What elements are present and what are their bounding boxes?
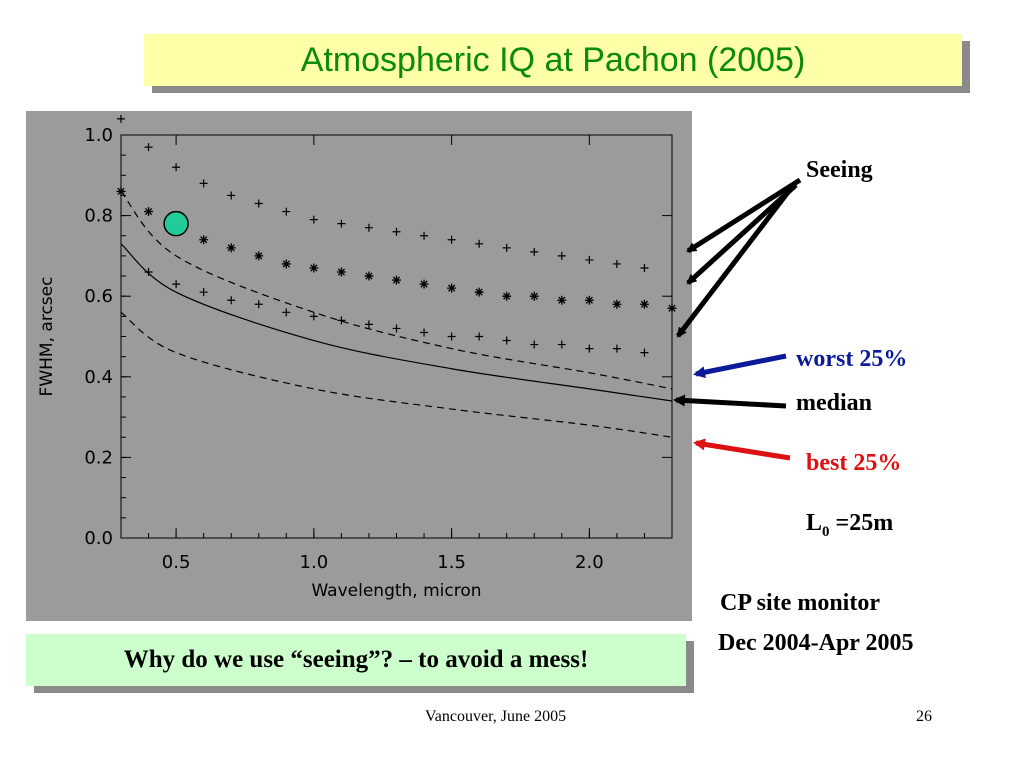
l0-label: L0 =25m	[806, 510, 893, 541]
y-tick-label: 0.6	[84, 286, 113, 307]
plus-marker	[447, 332, 456, 341]
asterisk-marker	[639, 299, 649, 309]
plus-marker	[254, 300, 263, 309]
slide-title: Atmospheric IQ at Pachon (2005)	[300, 40, 806, 79]
plus-marker	[199, 288, 208, 297]
plus-marker	[612, 344, 621, 353]
footer-center: Vancouver, June 2005	[425, 708, 567, 725]
plus-marker	[364, 223, 373, 232]
asterisk-marker	[364, 271, 374, 281]
asterisk-marker	[667, 303, 677, 313]
plus-marker	[585, 344, 594, 353]
x-tick-label: 2.0	[575, 552, 604, 573]
plus-marker	[612, 259, 621, 268]
asterisk-marker	[309, 263, 319, 273]
asterisk-marker	[612, 299, 622, 309]
y-tick-label: 1.0	[84, 125, 113, 146]
plus-marker	[337, 219, 346, 228]
fwhm-plot: 0.0 0.2 0.4 0.6 0.8 1.0 0.5 1.0 1.5 2.0 Wavelength…	[37, 114, 677, 601]
plus-marker	[557, 340, 566, 349]
asterisk-marker	[584, 295, 594, 305]
asterisk-marker	[254, 251, 264, 261]
seeing-label: Seeing	[806, 157, 873, 183]
asterisk-marker	[447, 283, 457, 293]
asterisk-marker	[281, 259, 291, 269]
y-axis-label: FWHM, arcsec	[37, 277, 57, 397]
best-arrow	[693, 438, 791, 461]
plus-marker	[502, 243, 511, 252]
asterisk-marker	[557, 295, 567, 305]
asterisk-marker	[474, 287, 484, 297]
median-arrow	[673, 394, 787, 409]
plus-marker	[502, 336, 511, 345]
y-tick-label: 0.8	[84, 206, 113, 227]
plot-frame	[120, 134, 673, 539]
y-tick-label: 0.4	[84, 367, 113, 388]
plus-marker	[172, 163, 181, 172]
plus-marker	[364, 320, 373, 329]
fwhm-chart: 0.0 0.2 0.4 0.6 0.8 1.0 0.5 1.0 1.5 2.0 Wavelength…	[26, 111, 692, 621]
l0-value: =25m	[829, 510, 894, 536]
asterisk-marker	[116, 186, 126, 196]
plus-marker	[172, 280, 181, 289]
site-line-1: CP site monitor	[720, 590, 880, 616]
series-dashed-line	[120, 191, 673, 390]
plus-marker	[392, 227, 401, 236]
title-box: Atmospheric IQ at Pachon (2005)	[144, 34, 962, 86]
plus-marker	[309, 312, 318, 321]
plus-marker	[254, 199, 263, 208]
plus-marker	[585, 255, 594, 264]
plus-marker	[117, 114, 125, 123]
plus-marker	[640, 263, 649, 272]
plus-marker	[475, 239, 484, 248]
page-number: 26	[916, 708, 932, 725]
plus-marker	[392, 324, 401, 333]
plus-marker	[282, 308, 291, 317]
plus-marker	[227, 191, 236, 200]
y-tick-label: 0.0	[84, 528, 113, 549]
x-tick-label: 0.5	[162, 552, 191, 573]
plus-marker	[337, 316, 346, 325]
asterisk-marker	[144, 207, 154, 217]
asterisk-marker	[336, 267, 346, 277]
asterisk-marker	[502, 291, 512, 301]
median-label: median	[796, 390, 873, 416]
plus-marker	[475, 332, 484, 341]
x-axis-label: Wavelength, micron	[311, 581, 481, 601]
seeing-arrow-lower	[676, 185, 794, 338]
worst-label: worst 25%	[796, 346, 908, 372]
asterisk-marker	[392, 275, 401, 285]
plus-marker	[530, 247, 539, 256]
asterisk-marker	[529, 291, 539, 301]
question-box: Why do we use “seeing”? – to avoid a mes…	[26, 634, 686, 686]
highlight-point	[163, 210, 189, 237]
x-tick-label: 1.0	[300, 552, 329, 573]
plus-marker	[420, 328, 429, 337]
plus-marker	[144, 268, 153, 277]
l0-main: L	[806, 510, 823, 536]
asterisk-marker	[226, 243, 236, 253]
plus-marker	[530, 340, 539, 349]
seeing-arrow-middle	[686, 183, 798, 285]
plus-marker	[309, 215, 318, 224]
l0-subscript: 0	[822, 523, 830, 540]
plus-marker	[199, 179, 208, 188]
plus-marker	[640, 348, 649, 357]
seeing-arrow-upper	[686, 177, 802, 254]
plus-marker	[420, 231, 429, 240]
asterisk-marker	[419, 279, 429, 289]
plus-marker	[447, 235, 456, 244]
site-line-2: Dec 2004-Apr 2005	[718, 630, 914, 656]
question-text: Why do we use “seeing”? – to avoid a mes…	[123, 646, 589, 673]
x-tick-label: 1.5	[437, 552, 466, 573]
worst-arrow	[693, 353, 787, 379]
y-tick-label: 0.2	[84, 447, 113, 468]
series-solid-line	[120, 243, 673, 402]
plus-marker	[282, 207, 291, 216]
plus-marker	[557, 251, 566, 260]
best-label: best 25%	[806, 450, 902, 476]
asterisk-marker	[199, 235, 209, 245]
plus-marker	[144, 143, 153, 152]
plus-marker	[227, 296, 236, 305]
